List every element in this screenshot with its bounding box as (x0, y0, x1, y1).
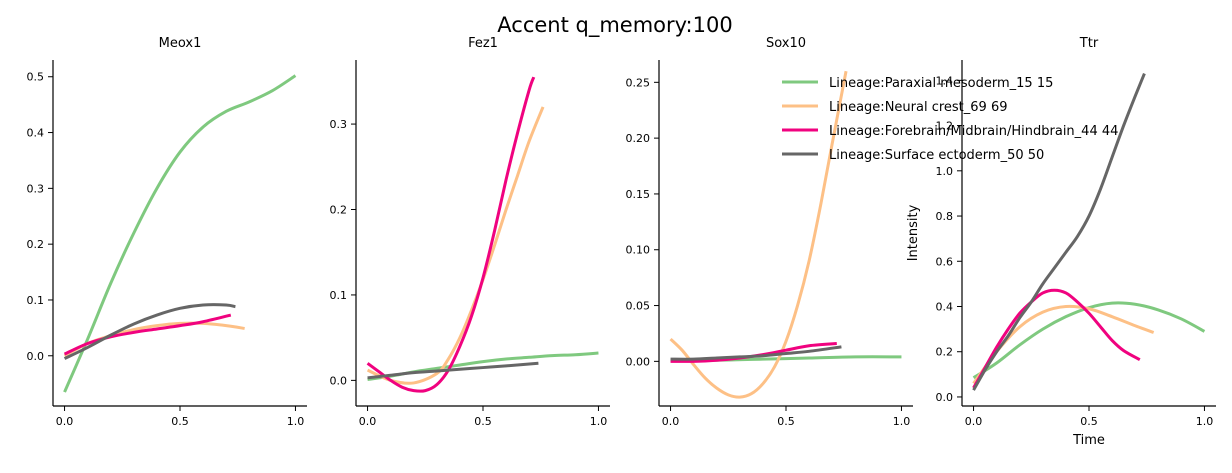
x-tick-label: 0.5 (171, 415, 189, 428)
panel-sox10: Sox10 0.0 0.5 1.0 0.00 0.05 0.10 0.15 0.20 0.25 (626, 36, 913, 428)
panel-title: Fez1 (468, 36, 498, 51)
y-tick-label: 1.2 (936, 120, 954, 133)
legend-entry: Lineage:Surface ectoderm_50 50 (782, 148, 1044, 163)
y-tick-label: 0.05 (626, 300, 651, 313)
x-tick-label: 0.5 (1080, 415, 1098, 428)
legend-entry: Lineage:Neural crest_69 69 (782, 100, 1008, 115)
figure-title: Accent q_memory:100 (497, 13, 732, 38)
legend-entry: Lineage:Paraxial mesoderm_15 15 (782, 76, 1053, 91)
panel-meox1: Meox1 0.0 0.5 1.0 0.0 0.1 0.2 0.3 0.4 0.5 (27, 36, 307, 428)
panel-title: Meox1 (159, 36, 202, 51)
y-tick-label: 0.1 (27, 294, 45, 307)
y-tick-label: 0.3 (330, 118, 348, 131)
y-tick-label: 0.1 (330, 289, 348, 302)
y-tick-label: 0.2 (936, 346, 954, 359)
series-line-surface (670, 345, 842, 361)
y-tick-label: 1.0 (936, 165, 954, 178)
x-tick-label: 0.5 (474, 415, 492, 428)
legend-entry: Lineage:Forebrain/Midbrain/Hindbrain_44 … (782, 124, 1118, 139)
panel-ttr: Ttr 0.0 0.5 1.0 0.0 0.2 0.4 0.6 0.8 1.0 1.2 1.4 Time… (906, 36, 1216, 448)
y-tick-label: 0.2 (330, 204, 348, 217)
y-tick-label: 0.4 (27, 127, 45, 140)
y-tick-label: 0.15 (626, 188, 651, 201)
y-tick-label: 0.0 (330, 374, 348, 387)
x-axis-label: Time (1072, 433, 1105, 448)
series-line-surface (367, 361, 539, 380)
x-tick-label: 1.0 (287, 415, 305, 428)
x-tick-label: 0.0 (965, 415, 983, 428)
y-tick-label: 0.10 (626, 244, 651, 257)
series-line-forebrain (366, 76, 536, 393)
y-tick-label: 0.8 (936, 210, 954, 223)
x-tick-label: 0.0 (56, 415, 74, 428)
legend-label: Lineage:Surface ectoderm_50 50 (829, 148, 1044, 163)
x-tick-label: 1.0 (1196, 415, 1214, 428)
series-line-surface (972, 73, 1146, 391)
y-tick-label: 0.5 (27, 71, 45, 84)
panel-fez1: Fez1 0.0 0.5 1.0 0.0 0.1 0.2 0.3 (330, 36, 610, 428)
y-tick-label: 0.25 (626, 76, 651, 89)
series-line-surface (63, 303, 236, 360)
panel-title: Ttr (1079, 36, 1099, 51)
x-tick-label: 1.0 (590, 415, 608, 428)
legend-label: Lineage:Neural crest_69 69 (829, 100, 1008, 115)
y-axis-label: Intensity (906, 204, 921, 261)
y-tick-label: 0.20 (626, 132, 651, 145)
series-line-forebrain (63, 313, 232, 356)
series-line-paraxial (63, 74, 297, 393)
y-tick-label: 0.6 (936, 255, 954, 268)
series-line-forebrain (972, 288, 1141, 389)
legend-label: Lineage:Paraxial mesoderm_15 15 (829, 76, 1053, 91)
y-tick-label: 0.3 (27, 182, 45, 195)
y-tick-label: 0.0 (27, 350, 45, 363)
y-tick-label: 1.4 (936, 74, 954, 87)
panel-title: Sox10 (766, 36, 806, 51)
y-tick-label: 0.4 (936, 300, 954, 313)
series-line-neural (669, 70, 848, 399)
x-tick-label: 1.0 (893, 415, 911, 428)
series-line-neural (366, 106, 545, 385)
y-tick-label: 0.00 (626, 355, 651, 368)
y-tick-label: 0.2 (27, 238, 45, 251)
legend: Lineage:Paraxial mesoderm_15 15 Lineage:N… (782, 76, 1118, 163)
legend-label: Lineage:Forebrain/Midbrain/Hindbrain_44 … (829, 124, 1118, 139)
x-tick-label: 0.0 (662, 415, 680, 428)
y-tick-label: 0.0 (936, 391, 954, 404)
x-tick-label: 0.0 (359, 415, 377, 428)
x-tick-label: 0.5 (777, 415, 795, 428)
